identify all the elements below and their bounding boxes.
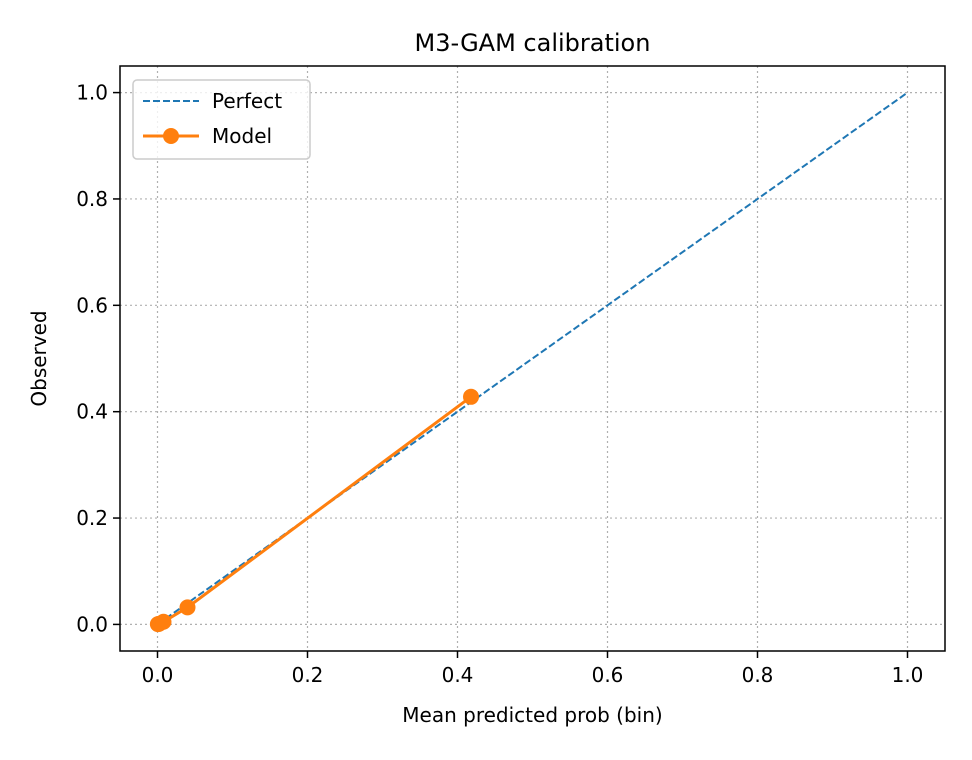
y-tick-label: 0.8 — [76, 187, 108, 211]
x-tick-label: 0.6 — [592, 663, 624, 687]
x-axis-label: Mean predicted prob (bin) — [402, 703, 662, 727]
legend-label-model: Model — [212, 124, 272, 148]
x-tick-label: 0.8 — [742, 663, 774, 687]
legend: Perfect Model — [132, 79, 311, 160]
ticks: 0.0 0.2 0.4 0.6 0.8 1.0 0.0 0.2 0.4 0.6 0.8 1.0 — [76, 81, 923, 687]
legend-label-perfect: Perfect — [212, 89, 282, 113]
data-point-model — [155, 613, 172, 630]
y-tick-label: 1.0 — [76, 81, 108, 105]
plot-frame — [119, 65, 946, 652]
x-tick-label: 0.4 — [442, 663, 474, 687]
data-point-model — [179, 599, 196, 616]
y-tick-label: 0.0 — [76, 612, 108, 636]
y-tick-label: 0.2 — [76, 506, 108, 530]
y-axis-label: Observed — [27, 310, 51, 406]
x-tick-label: 0.0 — [142, 663, 174, 687]
legend-marker-model — [163, 128, 179, 144]
series-layer — [149, 91, 909, 633]
chart-title: M3-GAM calibration — [415, 29, 651, 57]
y-tick-label: 0.4 — [76, 400, 108, 424]
x-tick-label: 1.0 — [892, 663, 924, 687]
data-point-model — [463, 388, 479, 405]
y-tick-label: 0.6 — [76, 293, 108, 317]
x-tick-label: 0.2 — [292, 663, 324, 687]
